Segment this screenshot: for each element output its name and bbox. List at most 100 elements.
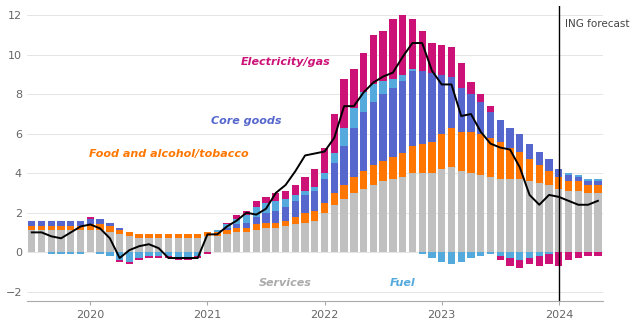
Text: Services: Services (259, 278, 312, 288)
Bar (262, 197, 269, 203)
Bar (380, 81, 387, 94)
Bar (594, 185, 602, 193)
Bar (253, 207, 260, 216)
Bar (428, 252, 436, 258)
Bar (136, 234, 143, 238)
Bar (301, 191, 308, 195)
Bar (409, 146, 416, 173)
Bar (370, 84, 377, 102)
Bar (292, 185, 299, 195)
Bar (58, 230, 65, 252)
Bar (86, 218, 94, 225)
Bar (516, 260, 524, 268)
Bar (536, 165, 543, 183)
Bar (243, 232, 250, 252)
Bar (487, 112, 494, 138)
Bar (477, 175, 484, 252)
Bar (321, 203, 328, 213)
Bar (516, 179, 524, 252)
Bar (536, 183, 543, 252)
Bar (438, 134, 445, 169)
Bar (136, 238, 143, 252)
Bar (184, 238, 191, 252)
Bar (575, 252, 582, 258)
Bar (594, 179, 602, 181)
Bar (204, 232, 211, 236)
Bar (360, 53, 367, 92)
Bar (458, 63, 465, 88)
Bar (419, 173, 426, 252)
Bar (194, 238, 202, 252)
Bar (214, 230, 221, 232)
Bar (497, 252, 504, 256)
Bar (292, 195, 299, 201)
Bar (545, 171, 553, 185)
Text: Core goods: Core goods (211, 116, 282, 126)
Bar (575, 181, 582, 191)
Bar (497, 256, 504, 260)
Bar (467, 252, 475, 258)
Bar (526, 159, 533, 181)
Bar (594, 193, 602, 252)
Bar (136, 258, 143, 260)
Bar (233, 215, 241, 218)
Bar (506, 258, 514, 266)
Bar (584, 252, 592, 256)
Bar (409, 71, 416, 146)
Bar (175, 234, 182, 238)
Bar (584, 193, 592, 252)
Bar (47, 227, 55, 230)
Bar (28, 227, 35, 230)
Bar (487, 177, 494, 252)
Bar (594, 181, 602, 185)
Bar (545, 252, 553, 254)
Bar (164, 256, 172, 258)
Bar (516, 252, 524, 260)
Bar (223, 230, 230, 234)
Bar (67, 252, 74, 254)
Bar (526, 181, 533, 252)
Bar (253, 225, 260, 230)
Bar (116, 252, 124, 260)
Bar (262, 229, 269, 252)
Bar (477, 102, 484, 134)
Bar (350, 108, 358, 128)
Bar (399, 81, 406, 154)
Bar (184, 252, 191, 258)
Bar (477, 252, 484, 256)
Bar (458, 132, 465, 171)
Bar (301, 195, 308, 213)
Bar (233, 232, 241, 252)
Bar (58, 252, 65, 254)
Bar (243, 211, 250, 215)
Bar (350, 128, 358, 177)
Bar (86, 225, 94, 230)
Bar (594, 252, 602, 256)
Bar (428, 73, 436, 142)
Bar (419, 252, 426, 254)
Bar (536, 252, 543, 256)
Bar (145, 252, 152, 256)
Bar (565, 181, 572, 191)
Bar (155, 234, 163, 238)
Bar (584, 181, 592, 185)
Bar (399, 177, 406, 252)
Bar (282, 207, 289, 221)
Bar (155, 256, 163, 258)
Bar (145, 256, 152, 258)
Bar (448, 77, 455, 128)
Bar (506, 128, 514, 148)
Bar (311, 191, 319, 211)
Bar (204, 236, 211, 252)
Bar (506, 179, 514, 252)
Bar (506, 252, 514, 258)
Bar (331, 163, 338, 193)
Bar (428, 173, 436, 252)
Bar (409, 19, 416, 69)
Bar (555, 177, 563, 189)
Bar (340, 128, 348, 146)
Bar (526, 144, 533, 159)
Text: Fuel: Fuel (390, 278, 415, 288)
Bar (175, 252, 182, 258)
Bar (38, 230, 45, 252)
